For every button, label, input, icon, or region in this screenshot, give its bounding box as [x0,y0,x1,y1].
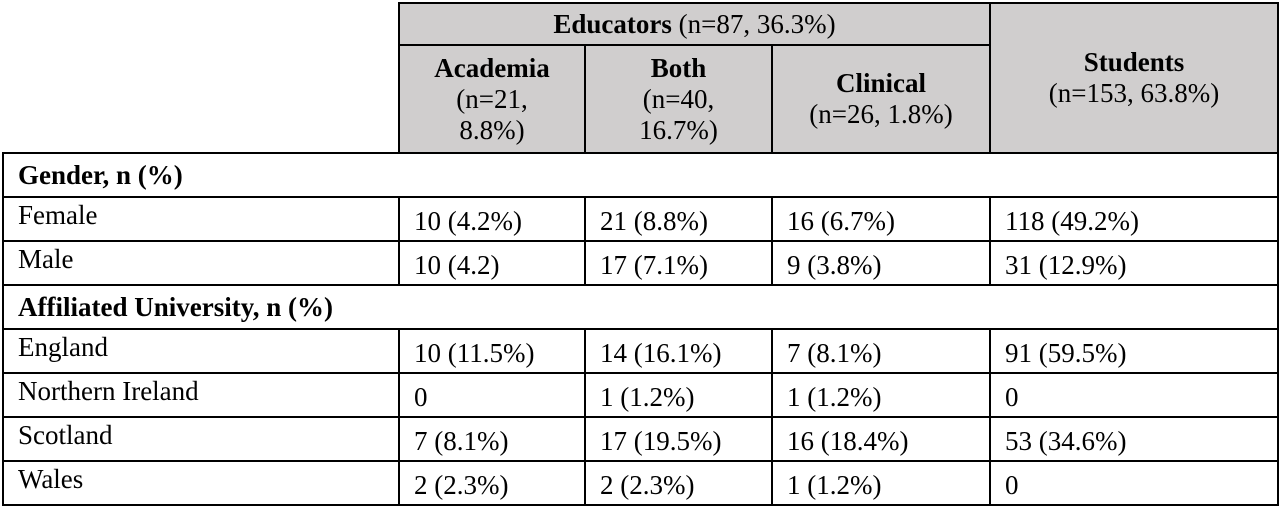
row-label: Scotland [2,416,400,462]
both-cell: 1 (1.2%) [584,372,773,418]
both-cell: 21 (8.8%) [584,196,773,242]
clinical-cell: 1 (1.2%) [770,460,992,506]
clinical-cell: 16 (18.4%) [770,416,992,462]
both-cell: 17 (19.5%) [584,416,773,462]
students-cell: 0 [989,460,1280,506]
section-title: Affiliated University, n (%) [1,284,1280,330]
students-title: Students [1083,47,1185,77]
academia-cell: 0 [398,372,586,418]
academia-cell: 2 (2.3%) [398,460,586,506]
students-cell: 53 (34.6%) [989,416,1280,462]
academia-count-line1: (n=21, [456,83,528,114]
header-blank-cell [3,3,400,154]
students-cell: 91 (59.5%) [989,328,1280,374]
row-label: Male [2,240,400,286]
educators-count: (n=87, 36.3%) [678,8,836,39]
students-cell: 31 (12.9%) [989,240,1280,286]
section-row-university: Affiliated University, n (%) [1,284,1280,330]
students-header: Students (n=153, 63.8%) [989,2,1280,154]
header-row-1: Educators (n=87, 36.3%) Students (n=153,… [3,2,1280,154]
both-cell: 17 (7.1%) [584,240,773,286]
academia-title: Academia [434,52,550,83]
table-row: England 10 (11.5%) 14 (16.1%) 7 (8.1%) 9… [2,328,1280,374]
both-count-line2: 16.7%) [639,114,718,145]
table-row: Female 10 (4.2%) 21 (8.8%) 16 (6.7%) 118… [2,196,1280,242]
table-row: Northern Ireland 0 1 (1.2%) 1 (1.2%) 0 [2,372,1280,418]
clinical-cell: 9 (3.8%) [770,240,992,286]
clinical-title: Clinical [836,68,927,98]
header-row-2: Academia (n=21, 8.8%) Both (n=40, 16.7%)… [3,44,1278,154]
students-cell: 118 (49.2%) [989,196,1280,242]
academia-cell: 10 (11.5%) [398,328,586,374]
educators-header: Educators (n=87, 36.3%) [397,2,992,46]
table-row: Scotland 7 (8.1%) 17 (19.5%) 16 (18.4%) … [2,416,1280,462]
row-label: Female [2,196,400,242]
row-label: Wales [2,460,400,506]
academia-cell: 7 (8.1%) [398,416,586,462]
clinical-count: (n=26, 1.8%) [809,99,953,129]
table-row: Male 10 (4.2) 17 (7.1%) 9 (3.8%) 31 (12.… [2,240,1280,286]
both-cell: 2 (2.3%) [584,460,773,506]
academia-cell: 10 (4.2) [398,240,586,286]
clinical-cell: 16 (6.7%) [770,196,992,242]
clinical-header: Clinical (n=26, 1.8%) [770,44,992,154]
clinical-cell: 7 (8.1%) [770,328,992,374]
section-row-gender: Gender, n (%) [1,152,1280,198]
students-cell: 0 [989,372,1280,418]
row-label: England [2,328,400,374]
clinical-cell: 1 (1.2%) [770,372,992,418]
academia-header: Academia (n=21, 8.8%) [398,44,586,154]
both-count-line1: (n=40, [642,83,715,114]
academia-count-line2: 8.8%) [459,114,525,145]
both-header: Both (n=40, 16.7%) [584,44,773,154]
both-cell: 14 (16.1%) [584,328,773,374]
students-count: (n=153, 63.8%) [1048,78,1220,108]
academia-cell: 10 (4.2%) [398,196,586,242]
both-title: Both [650,52,707,83]
section-title: Gender, n (%) [1,152,1280,198]
educators-title: Educators [553,8,672,39]
row-label: Northern Ireland [2,372,400,418]
table-row: Wales 2 (2.3%) 2 (2.3%) 1 (1.2%) 0 [2,460,1280,506]
